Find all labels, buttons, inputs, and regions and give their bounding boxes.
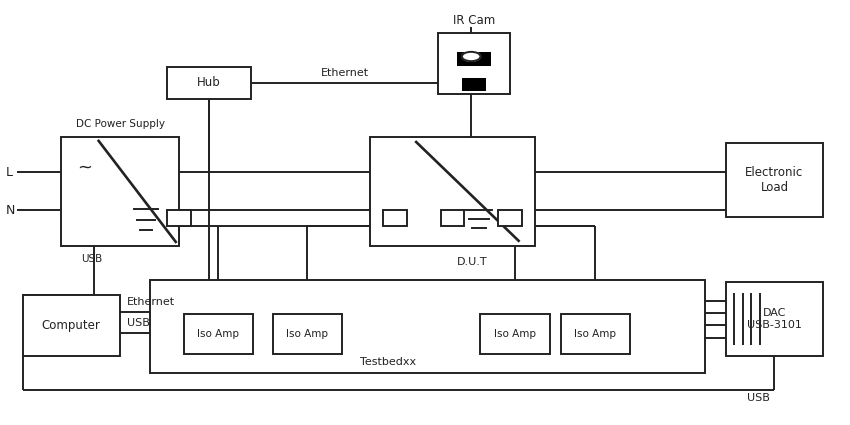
Text: USB: USB — [747, 393, 770, 403]
Text: USB: USB — [127, 318, 150, 328]
Text: Electronic
Load: Electronic Load — [745, 166, 803, 194]
Text: DAC
USB-3101: DAC USB-3101 — [747, 308, 802, 330]
Text: Iso Amp: Iso Amp — [575, 329, 616, 339]
Bar — [23, 295, 120, 356]
Text: IR Cam: IR Cam — [452, 14, 495, 27]
Bar — [438, 33, 510, 94]
Bar — [462, 78, 485, 91]
Bar — [167, 67, 252, 99]
Bar — [480, 314, 550, 354]
Text: N: N — [6, 204, 15, 217]
Text: USB: USB — [82, 254, 103, 264]
Bar — [184, 314, 253, 354]
Bar — [498, 210, 522, 227]
Bar — [726, 282, 823, 356]
Text: Ethernet: Ethernet — [127, 297, 175, 307]
Bar — [440, 210, 464, 227]
Circle shape — [462, 52, 480, 61]
Text: L: L — [6, 166, 13, 179]
Bar — [150, 280, 705, 373]
Bar — [60, 136, 179, 246]
Text: Hub: Hub — [197, 76, 221, 89]
Bar — [370, 136, 536, 246]
Text: Iso Amp: Iso Amp — [286, 329, 328, 339]
Text: Iso Amp: Iso Amp — [494, 329, 536, 339]
Text: ~: ~ — [76, 158, 92, 176]
Text: D.U.T: D.U.T — [457, 257, 488, 267]
Bar — [726, 143, 823, 217]
Text: DC Power Supply: DC Power Supply — [76, 119, 165, 129]
Bar — [382, 210, 406, 227]
Bar — [273, 314, 342, 354]
Bar — [167, 210, 191, 227]
Text: Testbedxx: Testbedxx — [360, 357, 416, 367]
Text: Iso Amp: Iso Amp — [197, 329, 240, 339]
Bar — [456, 52, 490, 65]
Text: Ethernet: Ethernet — [320, 68, 369, 78]
Text: Computer: Computer — [42, 319, 100, 332]
Bar — [560, 314, 630, 354]
